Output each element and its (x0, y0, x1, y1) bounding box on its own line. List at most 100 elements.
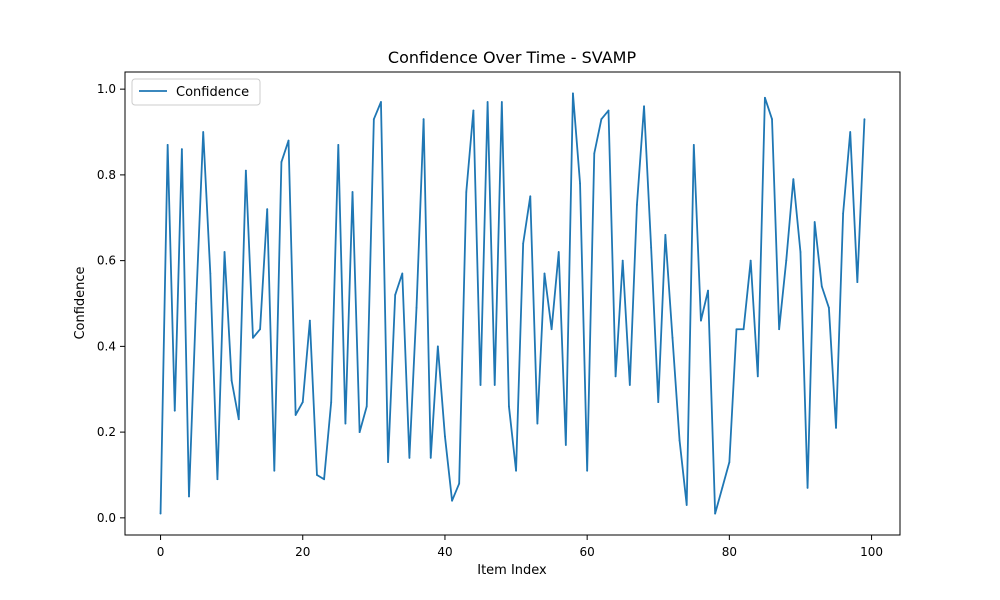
data-point (842, 212, 845, 215)
data-point (621, 259, 624, 262)
data-point (365, 405, 368, 408)
data-point (316, 474, 318, 476)
data-point (337, 143, 340, 146)
y-tick-label: 0.2 (97, 425, 116, 439)
data-point (415, 306, 418, 309)
data-point (252, 336, 254, 339)
confidence-series-points (159, 92, 866, 515)
data-point (195, 302, 198, 305)
plot-area (124, 71, 901, 536)
data-point (273, 469, 276, 472)
data-point (692, 143, 695, 146)
data-point (813, 221, 816, 223)
chart-title: Confidence Over Time - SVAMP (388, 48, 637, 67)
data-point (351, 191, 354, 193)
data-point (564, 444, 567, 446)
data-point (436, 345, 439, 348)
data-point (650, 246, 653, 249)
x-tick-label: 60 (580, 545, 595, 559)
data-point (835, 426, 837, 429)
x-tick-label: 100 (860, 545, 883, 559)
y-axis-label: Confidence (73, 266, 88, 339)
data-point (159, 512, 162, 515)
data-point (600, 118, 603, 121)
data-point (572, 92, 574, 95)
data-point (593, 152, 596, 155)
data-point (579, 182, 581, 185)
data-point (301, 401, 304, 404)
plot-frame (124, 71, 901, 536)
legend: Confidence (131, 78, 261, 106)
data-point (202, 131, 205, 133)
data-point (607, 109, 610, 112)
data-point (628, 384, 631, 386)
x-tick-label: 40 (437, 545, 452, 559)
data-point (550, 328, 553, 331)
data-point (237, 418, 240, 421)
data-point (223, 251, 226, 253)
data-point (799, 251, 802, 253)
data-point (742, 328, 745, 331)
data-point (358, 431, 361, 434)
data-point (529, 195, 532, 198)
data-point (849, 131, 852, 133)
y-axis-ticks: 0.0 0.2 0.4 0.6 0.8 1.0 (97, 82, 125, 525)
data-point (522, 242, 525, 245)
data-point (636, 203, 638, 206)
data-point (678, 439, 681, 442)
y-tick-label: 0.6 (97, 254, 116, 268)
x-tick-label: 0 (157, 545, 165, 559)
data-point (543, 272, 546, 275)
data-point (244, 169, 247, 172)
data-point (806, 486, 809, 489)
data-point (209, 272, 212, 275)
data-point (771, 118, 773, 121)
data-point (472, 109, 475, 112)
data-point (216, 478, 219, 481)
data-point (827, 306, 830, 309)
data-point (287, 139, 290, 142)
confidence-series-line (159, 92, 866, 515)
data-point (180, 148, 183, 151)
data-point (401, 272, 404, 275)
x-axis-ticks: 0 20 40 60 80 100 (157, 535, 883, 559)
y-tick-label: 0.0 (97, 511, 116, 525)
data-point (714, 512, 717, 515)
data-point (671, 336, 674, 339)
data-point (508, 405, 510, 408)
data-point (614, 375, 617, 378)
data-point (394, 294, 397, 296)
legend-box (131, 78, 261, 106)
data-point (700, 319, 702, 322)
data-point (451, 499, 453, 502)
data-point (387, 461, 389, 464)
data-point (863, 118, 866, 121)
data-point (493, 384, 496, 386)
data-point (557, 251, 560, 253)
data-point (166, 143, 169, 146)
data-point (344, 422, 347, 425)
data-point (330, 401, 333, 404)
data-point (486, 101, 489, 103)
y-tick-label: 0.8 (97, 168, 116, 182)
data-point (479, 384, 482, 386)
data-point (749, 259, 752, 262)
data-point (408, 456, 411, 459)
data-point (422, 118, 425, 121)
data-point (728, 461, 731, 464)
data-point (643, 105, 645, 108)
data-point (458, 482, 461, 485)
data-point (372, 118, 375, 121)
data-point (657, 401, 660, 404)
data-point (294, 414, 297, 416)
data-point (820, 285, 823, 288)
data-point (323, 478, 325, 481)
x-tick-label: 20 (295, 545, 310, 559)
data-point (280, 161, 283, 163)
data-point (536, 422, 539, 425)
data-point (735, 328, 738, 331)
x-axis-label: Item Index (477, 563, 547, 578)
data-point (685, 504, 688, 506)
data-point (444, 435, 446, 438)
